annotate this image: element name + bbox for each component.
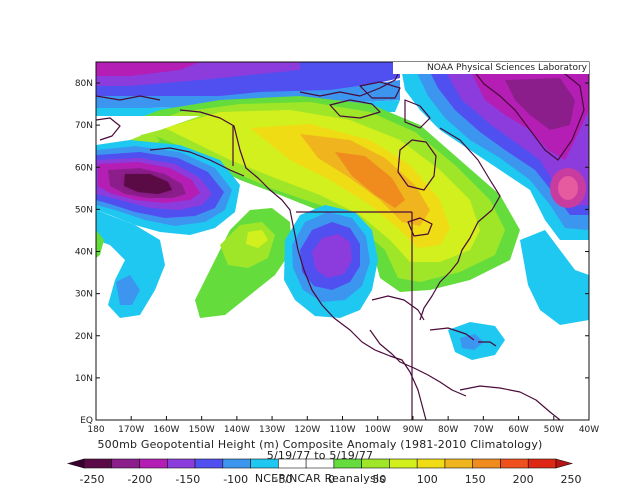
- lon-tick-label: 80W: [438, 425, 458, 435]
- lat-tick-label: 20N: [75, 332, 93, 342]
- colorbar-max-arrow: [555, 458, 574, 469]
- lon-tick-label: 90W: [403, 425, 423, 435]
- colorbar-tick-label: -200: [127, 473, 152, 486]
- colorbar: [66, 458, 574, 469]
- lat-tick-labels: EQ 10N 20N 30N 40N 50N 60N 70N 80N: [75, 79, 93, 426]
- lat-tick-label: EQ: [80, 416, 93, 426]
- lon-tick-label: 70W: [473, 425, 493, 435]
- colorbar-tick-label: 100: [417, 473, 438, 486]
- colorbar-tick-label: 150: [465, 473, 486, 486]
- lon-tick-label: 130W: [259, 425, 285, 435]
- coastlines: [96, 63, 585, 420]
- lon-tick-label: 100W: [365, 425, 391, 435]
- map-title: 500mb Geopotential Height (m) Composite …: [97, 438, 543, 451]
- colorbar-tick-label: -100: [223, 473, 248, 486]
- lon-tick-label: 170W: [118, 425, 144, 435]
- credit-label: NOAA Physical Sciences Laboratory: [393, 62, 589, 74]
- colorbar-tick-label: -50: [275, 473, 293, 486]
- lon-tick-marks: [95, 416, 590, 420]
- colorbar-tick-label: 50: [372, 473, 386, 486]
- map-source: NCEP/NCAR Reanalysis: [254, 472, 386, 485]
- lat-tick-label: 80N: [75, 79, 93, 89]
- colorbar-tick-label: 200: [513, 473, 534, 486]
- colorbar-tick-labels: -250 -200 -150 -100 -50 0 50 100 150 200 250: [80, 473, 582, 486]
- lat-tick-label: 30N: [75, 290, 93, 300]
- lon-tick-label: 140W: [224, 425, 250, 435]
- colorbar-tick-label: 250: [561, 473, 582, 486]
- colorbar-tick-label: -150: [175, 473, 200, 486]
- lon-tick-label: 110W: [329, 425, 355, 435]
- lon-tick-label: 60W: [508, 425, 528, 435]
- lon-tick-label: 160W: [153, 425, 179, 435]
- lat-tick-label: 60N: [75, 163, 93, 173]
- anomaly-contours: [96, 62, 589, 420]
- lon-tick-label: 40W: [579, 425, 599, 435]
- lat-tick-label: 50N: [75, 205, 93, 215]
- lat-tick-label: 10N: [75, 374, 93, 384]
- lat-tick-label: 70N: [75, 121, 93, 131]
- lon-tick-label: 120W: [294, 425, 320, 435]
- lon-tick-label: 150W: [189, 425, 215, 435]
- lon-tick-labels: 180 170W 160W 150W 140W 130W 120W 110W 100W 90W 80…: [87, 425, 599, 435]
- map-date-range: 5/19/77 to 5/19/77: [266, 449, 374, 462]
- lat-tick-label: 40N: [75, 248, 93, 258]
- colorbar-tick-label: 0: [328, 473, 335, 486]
- lon-tick-label: 180: [87, 425, 104, 435]
- colorbar-min-arrow: [66, 458, 85, 469]
- lat-tick-marks: [96, 82, 589, 421]
- lon-tick-label: 50W: [544, 425, 564, 435]
- colorbar-tick-label: -250: [80, 473, 105, 486]
